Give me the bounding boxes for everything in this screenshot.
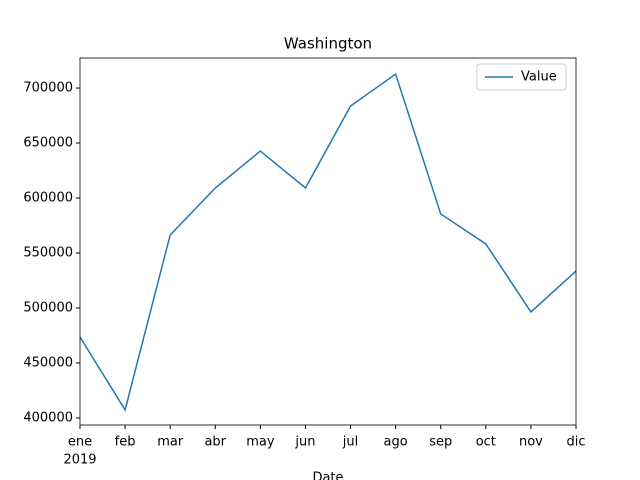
y-tick-label: 700000 [23, 81, 73, 96]
plot-frame [79, 57, 577, 426]
y-tick-label: 400000 [23, 410, 73, 425]
x-year-label: 2019 [63, 453, 96, 468]
x-tick-label: oct [476, 435, 496, 450]
x-tick-label: nov [519, 435, 543, 450]
x-tick-label: ago [384, 435, 408, 450]
x-tick-label: abr [204, 435, 226, 450]
x-tick-label: jun [294, 435, 315, 450]
x-tick-label: mar [157, 435, 184, 450]
x-tick-label: jul [342, 435, 358, 450]
x-tick-label: sep [429, 435, 452, 450]
x-axis-label: Date [312, 471, 343, 480]
y-tick-label: 500000 [23, 300, 73, 315]
legend-label: Value [521, 70, 557, 85]
y-tick-label: 550000 [23, 245, 73, 260]
x-tick-label: feb [115, 435, 136, 450]
y-tick-label: 650000 [23, 136, 73, 151]
x-tick-label: may [246, 435, 275, 450]
x-tick-label: ene [68, 435, 92, 450]
legend-box [476, 63, 567, 91]
y-tick-label: 600000 [23, 191, 73, 206]
y-tick-label: 450000 [23, 355, 73, 370]
chart-title: Washington [284, 35, 372, 53]
x-tick-label: dic [566, 435, 585, 450]
line [79, 72, 577, 412]
